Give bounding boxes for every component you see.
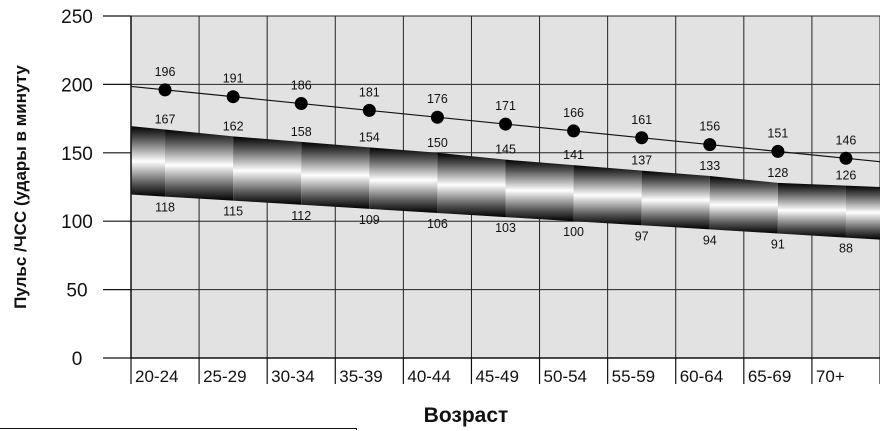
lower-data-label: 112 — [291, 209, 311, 223]
y-tick-label: 200 — [61, 75, 93, 96]
lower-data-label: 109 — [359, 213, 380, 227]
lower-data-label: 88 — [839, 242, 853, 256]
x-tick-label: 40-44 — [407, 367, 450, 386]
max-heart-rate-marker — [158, 83, 172, 97]
max-heart-rate-marker — [362, 103, 376, 117]
x-tick-label: 30-34 — [271, 367, 314, 386]
upper-data-label: 141 — [563, 148, 584, 162]
max-heart-rate-marker — [567, 124, 581, 138]
axes — [103, 15, 880, 384]
band-segment — [777, 182, 846, 238]
band-segment — [131, 126, 166, 197]
max-data-label: 191 — [223, 72, 244, 86]
x-tick-label: 35-39 — [339, 367, 382, 386]
x-tick-label: 60-64 — [680, 367, 723, 386]
upper-data-label: 150 — [427, 136, 448, 150]
max-heart-rate-marker — [499, 117, 512, 131]
upper-data-label: 133 — [699, 159, 720, 173]
max-data-label: 146 — [836, 133, 857, 147]
x-tick-label: 20-24 — [135, 367, 178, 386]
x-tick-label: 65-69 — [748, 367, 791, 386]
lower-data-label: 100 — [563, 225, 584, 239]
max-heart-rate-marker — [430, 110, 444, 124]
y-tick-label: 50 — [66, 281, 87, 302]
target-zone-band — [131, 126, 880, 240]
max-data-label: 171 — [495, 99, 516, 113]
x-tick-label: 70+ — [816, 367, 845, 386]
legend-box-edge — [0, 428, 357, 430]
band-segment — [369, 147, 438, 213]
lower-data-label: 94 — [703, 233, 717, 247]
max-data-label: 166 — [563, 106, 584, 120]
lower-data-label: 91 — [771, 238, 785, 252]
band-segment — [233, 136, 302, 205]
max-data-label: 176 — [427, 92, 448, 106]
band-segment — [437, 152, 506, 218]
band-segment — [165, 129, 234, 201]
max-heart-rate-series — [130, 83, 880, 165]
max-data-label: 156 — [699, 120, 720, 134]
data-labels: 196 191 186 181 176 171 166 161 156 151 146 167 162 1… — [155, 65, 857, 256]
upper-data-label: 126 — [836, 169, 857, 183]
upper-data-label: 158 — [291, 125, 312, 139]
y-tick-label: 250 — [61, 7, 93, 28]
max-data-label: 161 — [631, 113, 652, 127]
lower-data-label: 115 — [223, 205, 243, 219]
y-axis-title: Пульс /ЧСС (удары в минуту — [11, 65, 30, 309]
max-data-label: 196 — [155, 65, 176, 79]
upper-data-label: 128 — [767, 166, 788, 180]
max-data-label: 186 — [291, 79, 312, 93]
lower-data-label: 106 — [427, 217, 448, 231]
band-segment — [505, 159, 574, 222]
max-heart-rate-marker — [703, 138, 717, 152]
max-heart-rate-marker — [635, 131, 649, 145]
y-tick-label: 100 — [61, 212, 93, 233]
y-tick-label: 0 — [72, 349, 83, 370]
max-heart-rate-marker — [294, 97, 308, 111]
lower-data-label: 118 — [155, 201, 175, 215]
x-tick-label: 50-54 — [544, 367, 587, 386]
x-tick-label: 45-49 — [475, 367, 518, 386]
y-tick-labels: 0 50 100 150 200 250 — [61, 7, 93, 370]
x-tick-label: 25-29 — [203, 367, 246, 386]
band-segment — [641, 170, 710, 230]
upper-data-label: 154 — [359, 130, 380, 144]
band-segment — [573, 165, 642, 226]
x-axis-title: Возраст — [424, 404, 509, 427]
max-heart-rate-marker — [839, 151, 853, 165]
lower-data-label: 103 — [495, 221, 516, 235]
upper-data-label: 145 — [495, 143, 516, 157]
upper-data-label: 137 — [631, 154, 652, 168]
y-tick-label: 150 — [61, 144, 93, 165]
max-data-label: 181 — [359, 85, 380, 99]
band-segment — [845, 185, 880, 240]
x-tick-labels: 20-24 25-29 30-34 35-39 40-44 45-49 50-54 55-59… — [135, 367, 845, 386]
upper-data-label: 162 — [223, 119, 244, 133]
upper-data-label: 167 — [155, 113, 176, 127]
max-heart-rate-marker — [771, 144, 785, 158]
max-heart-rate-marker — [226, 90, 240, 104]
max-data-label: 151 — [767, 126, 788, 140]
band-segment — [301, 141, 370, 209]
x-tick-label: 55-59 — [612, 367, 655, 386]
band-segment — [709, 176, 778, 234]
lower-data-label: 97 — [635, 229, 649, 243]
